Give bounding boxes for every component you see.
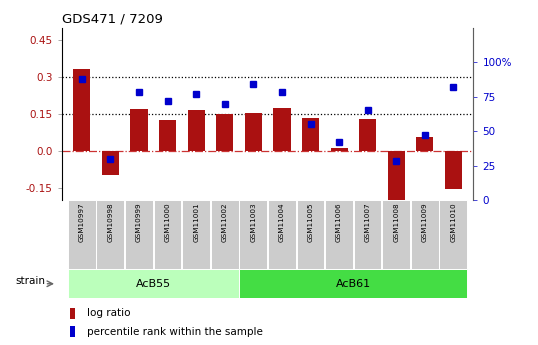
Text: GSM11005: GSM11005 bbox=[308, 202, 314, 242]
Bar bbox=[130, 109, 147, 151]
Bar bbox=[325, 200, 353, 269]
Bar bbox=[416, 137, 434, 151]
Bar bbox=[440, 200, 467, 269]
Bar bbox=[330, 148, 348, 151]
Bar bbox=[159, 120, 176, 151]
Bar bbox=[239, 269, 467, 298]
Bar bbox=[211, 200, 238, 269]
Bar bbox=[245, 112, 262, 151]
Text: GSM10999: GSM10999 bbox=[136, 202, 142, 242]
Bar bbox=[70, 308, 75, 319]
Text: percentile rank within the sample: percentile rank within the sample bbox=[87, 327, 263, 337]
Text: GSM11010: GSM11010 bbox=[450, 202, 456, 242]
Bar bbox=[73, 69, 90, 151]
Bar bbox=[96, 200, 124, 269]
Bar bbox=[411, 200, 438, 269]
Bar bbox=[445, 151, 462, 189]
Text: GSM11008: GSM11008 bbox=[393, 202, 399, 242]
Bar bbox=[188, 110, 205, 151]
Bar bbox=[302, 118, 319, 151]
Bar bbox=[70, 326, 75, 337]
Text: AcB61: AcB61 bbox=[336, 279, 371, 289]
Text: AcB55: AcB55 bbox=[136, 279, 171, 289]
Bar bbox=[273, 108, 291, 151]
Bar bbox=[182, 200, 210, 269]
Text: GDS471 / 7209: GDS471 / 7209 bbox=[62, 12, 162, 25]
Bar bbox=[102, 151, 119, 176]
Bar bbox=[359, 119, 376, 151]
Text: GSM11003: GSM11003 bbox=[250, 202, 257, 242]
Bar bbox=[68, 269, 238, 298]
Bar bbox=[383, 200, 410, 269]
Text: GSM11004: GSM11004 bbox=[279, 202, 285, 242]
Bar bbox=[388, 151, 405, 205]
Bar bbox=[68, 200, 96, 269]
Bar bbox=[353, 200, 381, 269]
Bar bbox=[216, 114, 233, 151]
Text: strain: strain bbox=[16, 276, 46, 286]
Bar bbox=[268, 200, 296, 269]
Bar bbox=[125, 200, 153, 269]
Text: GSM11000: GSM11000 bbox=[165, 202, 171, 242]
Text: GSM10998: GSM10998 bbox=[108, 202, 114, 242]
Text: GSM11006: GSM11006 bbox=[336, 202, 342, 242]
Text: GSM11007: GSM11007 bbox=[365, 202, 371, 242]
Text: GSM11001: GSM11001 bbox=[193, 202, 199, 242]
Text: GSM11002: GSM11002 bbox=[222, 202, 228, 242]
Bar bbox=[154, 200, 181, 269]
Bar bbox=[296, 200, 324, 269]
Text: log ratio: log ratio bbox=[87, 308, 130, 318]
Text: GSM11009: GSM11009 bbox=[422, 202, 428, 242]
Text: GSM10997: GSM10997 bbox=[79, 202, 85, 242]
Bar bbox=[239, 200, 267, 269]
